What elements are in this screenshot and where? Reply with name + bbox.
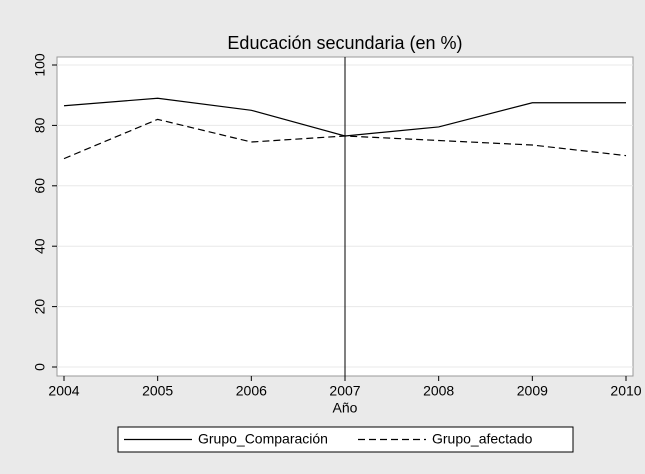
y-tick-label: 60 [32, 178, 48, 194]
y-tick-label: 20 [32, 299, 48, 315]
y-tick-label: 100 [32, 53, 48, 77]
y-tick-label: 80 [32, 117, 48, 133]
y-tick-label: 40 [32, 238, 48, 254]
series-line [63, 118, 627, 160]
x-tick-label: 2006 [236, 383, 267, 399]
x-tick-label: 2010 [610, 383, 641, 399]
legend-label: Grupo_Comparación [198, 431, 328, 447]
legend [117, 426, 574, 453]
chart-title: Educación secundaria (en %) [227, 33, 462, 53]
x-axis-label: Año [333, 400, 358, 416]
x-tick-label: 2007 [329, 383, 360, 399]
x-tick-label: 2005 [142, 383, 173, 399]
legend-label: Grupo_afectado [432, 431, 533, 447]
x-tick-label: 2008 [423, 383, 454, 399]
x-tick-label: 2009 [517, 383, 548, 399]
x-tick-label: 2004 [48, 383, 79, 399]
y-tick-label: 0 [32, 363, 48, 371]
